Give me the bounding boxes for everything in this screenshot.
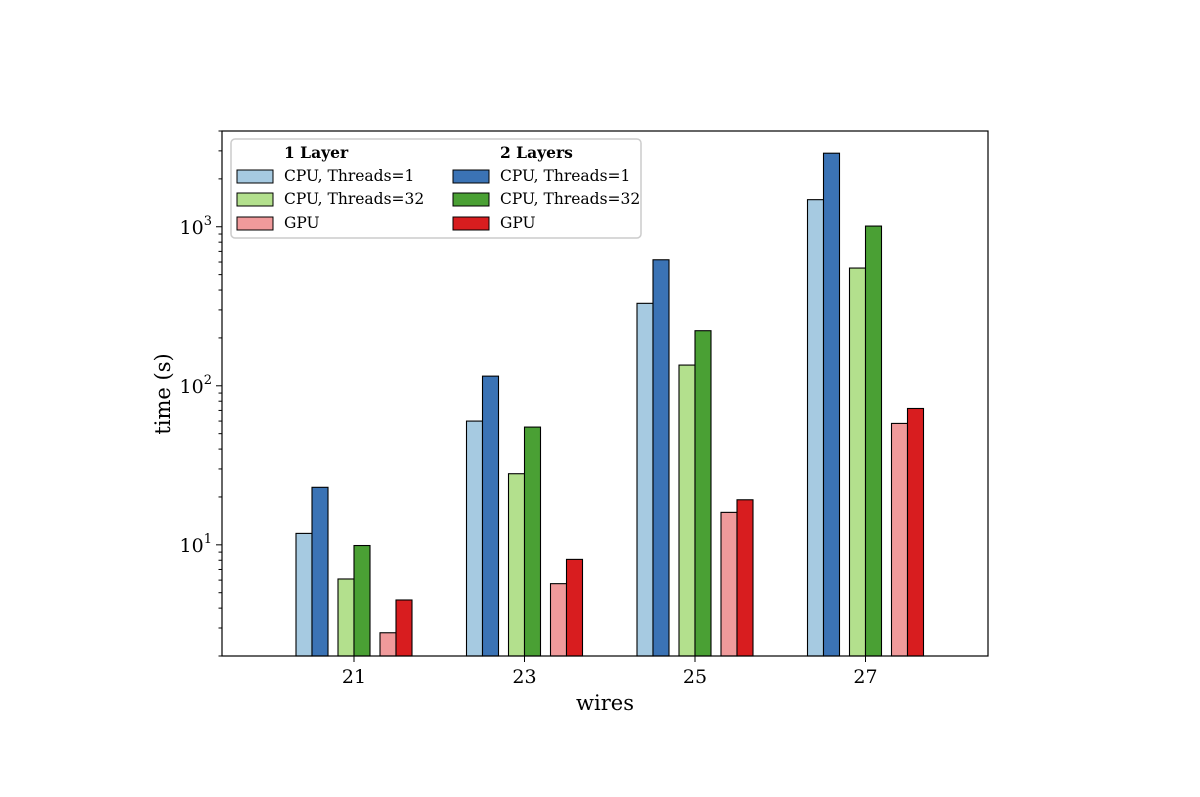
- legend-swatch: [236, 192, 274, 207]
- legend: 1 Layer CPU, Threads=1 CPU, Threads=32 GPU 2…: [230, 138, 642, 239]
- bar-21-series-4: [379, 632, 397, 657]
- legend-title: 2 Layers: [500, 143, 573, 162]
- legend-swatch: [236, 216, 274, 231]
- y-tick-label: 103: [180, 214, 212, 239]
- legend-title: 1 Layer: [284, 143, 349, 162]
- x-axis-label: wires: [576, 691, 634, 715]
- y-tick-label: 101: [180, 532, 212, 557]
- legend-swatch: [452, 216, 490, 231]
- bar-27-series-5: [906, 407, 925, 657]
- bar-23-series-4: [549, 583, 568, 657]
- y-tick-label: 102: [180, 373, 212, 398]
- bar-21-series-5: [395, 599, 413, 657]
- bar-23-series-3: [523, 426, 542, 657]
- bar-25-series-3: [694, 330, 712, 657]
- legend-swatch: [452, 169, 490, 184]
- legend-label: CPU, Threads=1: [500, 167, 630, 185]
- bar-23-series-0: [465, 420, 484, 657]
- bar-21-series-0: [295, 532, 313, 657]
- legend-box: [230, 138, 642, 239]
- bar-25-series-0: [636, 302, 654, 657]
- x-tick-label: 21: [342, 666, 366, 688]
- x-tick-label: 27: [853, 666, 877, 688]
- bar-25-series-5: [736, 499, 754, 657]
- x-tick-label: 23: [512, 666, 536, 688]
- bar-27-series-0: [806, 199, 825, 657]
- bar-21-series-2: [337, 578, 355, 657]
- legend-label: GPU: [500, 214, 536, 232]
- bar-25-series-2: [678, 364, 696, 657]
- bar-25-series-1: [652, 259, 670, 657]
- bar-23-series-1: [481, 375, 500, 657]
- x-axis: 21 23 25 27: [342, 656, 878, 688]
- legend-label: CPU, Threads=1: [284, 167, 414, 185]
- bar-23-series-2: [507, 473, 526, 657]
- bar-21-series-1: [311, 486, 329, 657]
- legend-label: GPU: [284, 214, 320, 232]
- legend-label: CPU, Threads=32: [284, 190, 424, 208]
- bar-25-series-4: [720, 511, 738, 657]
- y-axis: 101 102 103: [180, 130, 222, 657]
- bar-27-series-3: [864, 225, 883, 657]
- bar-27-series-1: [822, 152, 841, 657]
- legend-label: CPU, Threads=32: [500, 190, 640, 208]
- bar-27-series-4: [890, 422, 909, 657]
- legend-swatch: [236, 169, 274, 184]
- x-tick-label: 25: [683, 666, 707, 688]
- bar-21-series-3: [353, 544, 371, 657]
- legend-swatch: [452, 192, 490, 207]
- bar-23-series-5: [565, 558, 584, 657]
- y-axis-label: time (s): [151, 353, 175, 434]
- bar-27-series-2: [848, 267, 867, 657]
